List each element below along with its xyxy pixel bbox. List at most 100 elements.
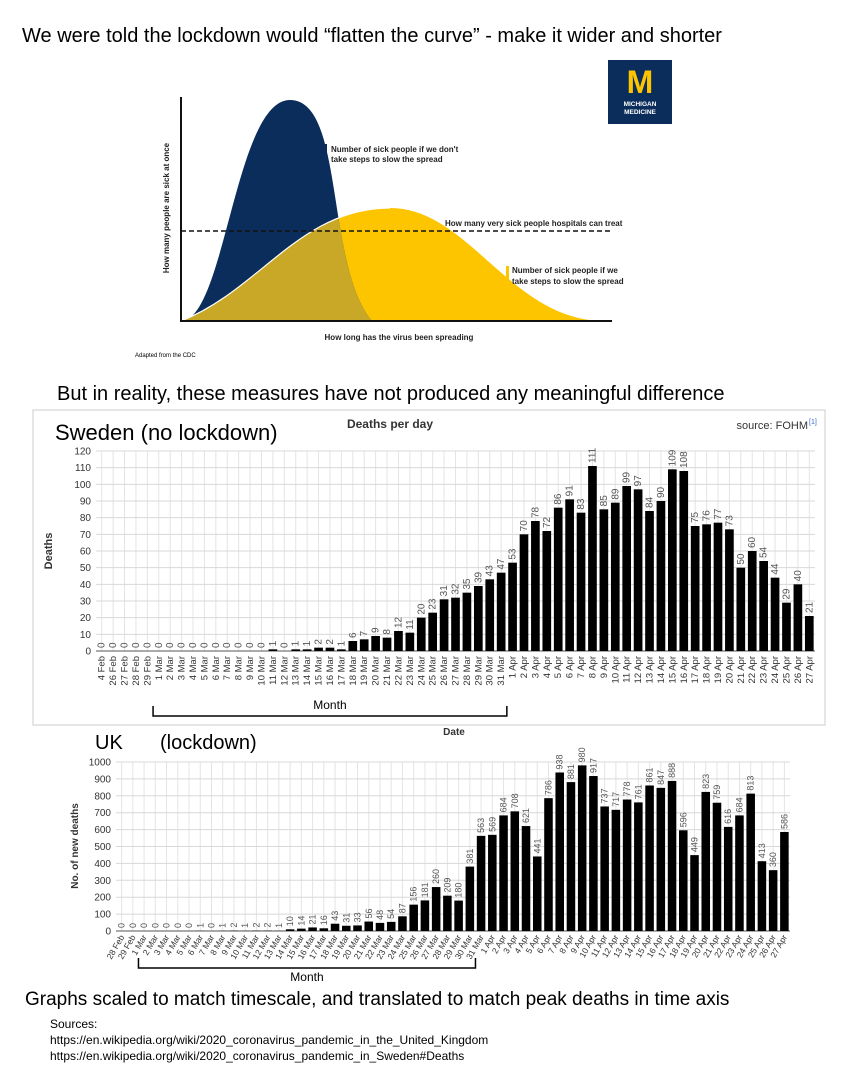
bar: [297, 928, 306, 931]
data-label: 83: [576, 498, 587, 510]
bar: [451, 597, 460, 651]
data-label: 20: [416, 603, 427, 615]
data-label: 85: [599, 495, 610, 507]
x-tick-label: 8 Apr: [587, 656, 598, 678]
x-tick-label: 29 Mar: [473, 656, 484, 686]
bar: [633, 489, 643, 651]
data-label: 0: [108, 642, 119, 648]
bar: [576, 512, 586, 651]
data-label: 563: [476, 818, 486, 833]
data-label: 737: [600, 788, 610, 803]
data-label: 0: [177, 642, 188, 648]
bar: [325, 647, 335, 651]
data-label: 87: [397, 903, 407, 913]
bar: [804, 616, 814, 651]
bar: [713, 522, 723, 651]
bar: [768, 870, 778, 931]
middle-text: But in reality, these measures have not …: [57, 383, 724, 405]
data-label: 39: [473, 571, 484, 583]
bar: [465, 866, 475, 931]
data-label: 29: [781, 588, 792, 600]
x-tick-label: 21 Apr: [736, 656, 747, 683]
x-tick-label: 26 Mar: [439, 656, 450, 686]
x-tick-label: 25 Apr: [781, 656, 792, 683]
data-label: 180: [454, 883, 464, 898]
data-label: 70: [519, 520, 530, 532]
diagram: How many people are sick at once How lon…: [135, 60, 672, 359]
bar: [342, 925, 351, 931]
data-label: 2: [229, 923, 239, 928]
data-label: 6: [348, 632, 359, 638]
y-tick-label: 1000: [89, 758, 112, 769]
data-label: 616: [723, 809, 733, 824]
bar: [409, 904, 418, 931]
footer: Graphs scaled to match timescale, and tr…: [25, 989, 729, 1010]
data-label: 8: [382, 629, 393, 635]
y-tick-label: 0: [85, 647, 91, 658]
data-label: 0: [279, 642, 290, 648]
bar: [565, 499, 574, 651]
y-tick-label: 20: [80, 613, 92, 624]
x-tick-label: 23 Apr: [759, 656, 770, 683]
data-label: 44: [770, 563, 781, 575]
y-tick-label: 120: [74, 447, 91, 458]
data-label: 48: [375, 910, 385, 920]
bar: [645, 785, 654, 931]
x-tick-label: 5 Mar: [199, 656, 210, 680]
x-tick-label: 6 Apr: [565, 656, 576, 678]
x-tick-label: 29 Feb: [142, 656, 153, 686]
data-label: 99: [622, 471, 633, 483]
bar: [701, 791, 711, 931]
bar: [364, 921, 374, 931]
data-label: 1: [274, 923, 284, 928]
bar: [532, 856, 542, 931]
data-label: 97: [633, 475, 644, 487]
data-label: 181: [420, 882, 430, 897]
data-label: 0: [173, 923, 183, 928]
bar: [780, 831, 789, 931]
y-tick-label: 110: [75, 463, 91, 474]
bar: [330, 923, 340, 931]
data-label: 888: [667, 763, 677, 778]
data-label: 823: [701, 774, 711, 789]
x-tick-label: 23 Mar: [405, 656, 416, 686]
data-label: 0: [184, 923, 194, 928]
bar: [473, 586, 483, 651]
data-label: 1: [240, 923, 250, 928]
bar: [782, 602, 791, 651]
data-label: 0: [211, 642, 222, 648]
bar: [725, 529, 734, 651]
bar: [508, 562, 517, 651]
bar: [712, 802, 722, 931]
bar: [488, 834, 497, 931]
x-axis-label: Date: [443, 727, 465, 738]
data-label: 260: [431, 869, 441, 884]
bar: [656, 787, 666, 931]
bar: [690, 526, 700, 651]
bar: [793, 584, 803, 651]
data-label: 0: [128, 923, 138, 928]
data-label: 21: [308, 914, 318, 924]
data-label: 16: [319, 915, 329, 925]
data-label: 0: [256, 642, 267, 648]
x-tick-label: 16 Mar: [325, 656, 336, 686]
x-tick-label: 26 Feb: [108, 656, 119, 686]
y-tick-label: 90: [80, 497, 92, 508]
data-label: 35: [462, 578, 473, 590]
data-label: 7: [359, 630, 370, 636]
y-tick-label: 80: [80, 513, 92, 524]
bar: [531, 521, 540, 651]
data-label: 0: [131, 642, 142, 648]
data-label: 2: [325, 639, 336, 645]
data-label: 861: [645, 767, 655, 782]
data-label: 2: [263, 923, 273, 928]
bar: [285, 929, 295, 931]
bar: [302, 649, 312, 651]
y-tick-label: 400: [94, 859, 111, 870]
data-label: 0: [165, 642, 176, 648]
header: We were told the lockdown would “flatten…: [22, 25, 722, 47]
bar: [656, 501, 666, 651]
x-tick-label: 18 Mar: [348, 656, 359, 686]
y-axis-label: No. of new deaths: [70, 803, 81, 889]
x-tick-label: 4 Feb: [97, 656, 108, 680]
